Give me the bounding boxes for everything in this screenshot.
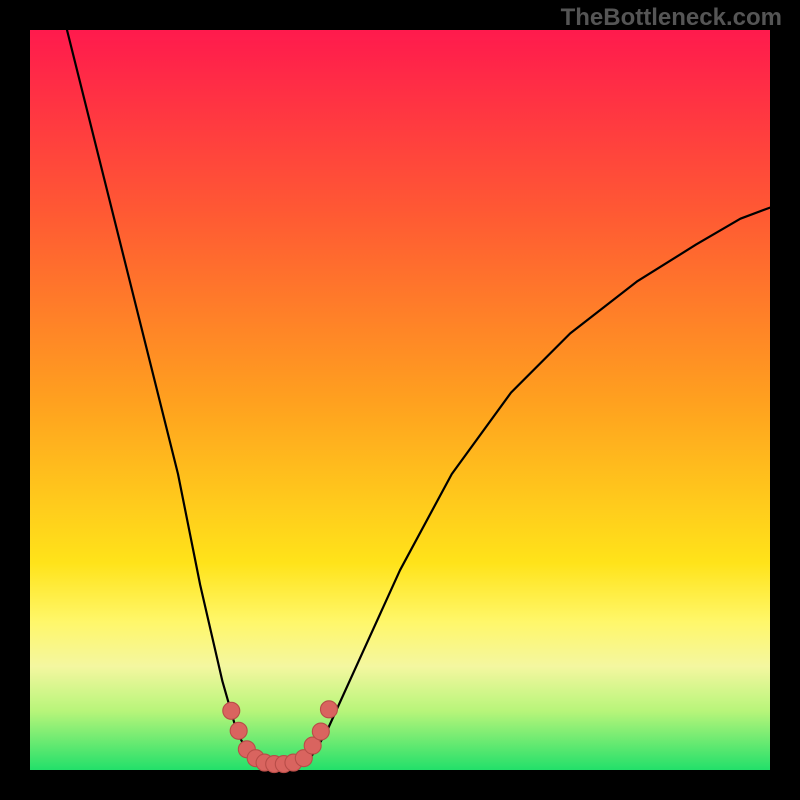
chart-frame: TheBottleneck.com	[0, 0, 800, 800]
curve-layer	[30, 30, 770, 770]
marker-dot	[312, 723, 329, 740]
marker-group	[223, 701, 338, 773]
marker-dot	[320, 701, 337, 718]
watermark-text: TheBottleneck.com	[561, 4, 782, 32]
bottleneck-curve	[67, 30, 770, 765]
plot-area	[30, 30, 770, 770]
marker-dot	[230, 722, 247, 739]
marker-dot	[223, 702, 240, 719]
